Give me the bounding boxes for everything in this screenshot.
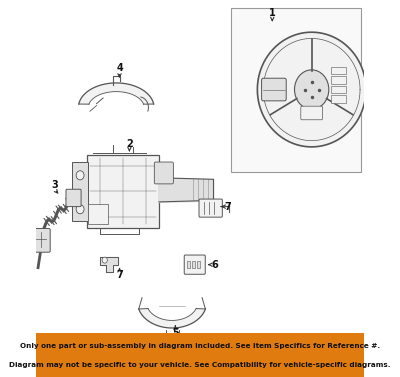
Text: 4: 4 (116, 63, 123, 73)
Bar (192, 261, 195, 268)
Bar (88, 204, 108, 224)
Text: Diagram may not be specific to your vehicle. See Compatibility for vehicle-speci: Diagram may not be specific to your vehi… (9, 362, 391, 368)
Text: 1: 1 (269, 8, 276, 18)
FancyBboxPatch shape (301, 106, 322, 120)
Text: 6: 6 (212, 260, 218, 270)
Bar (72, 162, 88, 221)
Bar (197, 261, 200, 268)
Bar (187, 261, 190, 268)
FancyBboxPatch shape (66, 189, 81, 207)
Text: 7: 7 (224, 202, 231, 211)
Text: 7: 7 (116, 270, 123, 280)
FancyBboxPatch shape (199, 199, 222, 217)
Circle shape (76, 171, 84, 180)
FancyBboxPatch shape (262, 78, 286, 101)
Bar (332, 67, 346, 75)
Polygon shape (79, 83, 154, 104)
Circle shape (102, 257, 107, 263)
Bar (36, 333, 364, 377)
FancyBboxPatch shape (154, 162, 173, 184)
FancyBboxPatch shape (31, 228, 50, 252)
Bar (87, 155, 159, 228)
Bar (231, 8, 361, 172)
Text: 3: 3 (51, 181, 58, 190)
Bar (332, 86, 346, 93)
Polygon shape (139, 308, 205, 328)
Circle shape (76, 205, 84, 214)
Bar (332, 76, 346, 84)
FancyBboxPatch shape (184, 255, 205, 274)
Text: 5: 5 (172, 328, 179, 337)
Text: 2: 2 (126, 139, 133, 149)
Circle shape (294, 70, 329, 109)
Polygon shape (257, 32, 366, 147)
Polygon shape (100, 257, 118, 272)
Bar (332, 95, 346, 103)
Text: Only one part or sub-assembly in diagram included. See Item Specifics for Refere: Only one part or sub-assembly in diagram… (20, 343, 380, 349)
